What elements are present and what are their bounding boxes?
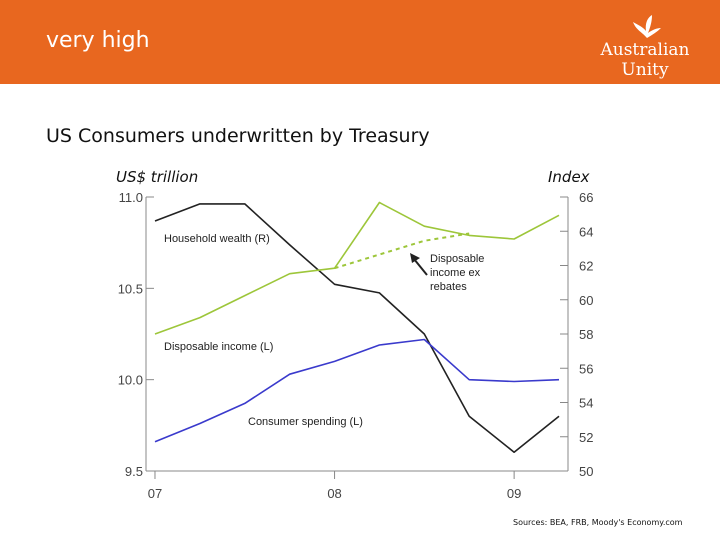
right-tick-label: 62 — [579, 259, 593, 274]
right-tick-label: 66 — [579, 190, 593, 205]
brand-logo: Australian Unity — [580, 14, 710, 80]
bird-icon — [633, 15, 661, 38]
logo-text: Australian Unity — [600, 40, 690, 80]
chart-axes: 11.0 10.5 10.0 9.5 66 64 62 60 58 56 54 52 50 07 08 09 — [118, 190, 594, 501]
left-tick-label: 10.5 — [118, 281, 143, 296]
right-axis-unit: Index — [548, 168, 590, 186]
x-tick-label: 08 — [327, 486, 341, 501]
annotation-arrow-head — [410, 253, 420, 263]
annotation-ex-rebates-line: Disposable — [430, 253, 484, 265]
series-line-consumer-spending-l — [154, 338, 560, 443]
annotation-disposable-income: Disposable income (L) — [164, 341, 273, 353]
left-tick-label: 11.0 — [119, 190, 143, 205]
left-tick-label: 9.5 — [125, 464, 143, 479]
right-tick-label: 54 — [579, 396, 593, 411]
chart-series — [154, 201, 560, 454]
sources-note: Sources: BEA, FRB, Moody's Economy.com — [513, 518, 683, 527]
right-tick-label: 64 — [579, 224, 593, 239]
annotation-ex-rebates-line: rebates — [430, 281, 467, 293]
chart-heading: US Consumers underwritten by Treasury — [46, 125, 430, 147]
right-tick-label: 56 — [579, 361, 593, 376]
right-tick-label: 50 — [579, 464, 593, 479]
left-axis-unit: US$ trillion — [116, 168, 199, 186]
header-banner — [0, 0, 720, 84]
slide-title: very high — [46, 28, 150, 53]
x-tick-label: 07 — [148, 486, 162, 501]
right-tick-label: 52 — [579, 430, 593, 445]
chart-annotations: Household wealth (R) Disposable income (L… — [164, 233, 484, 428]
series-line-household-wealth-r — [154, 203, 560, 454]
annotation-household-wealth: Household wealth (R) — [164, 233, 270, 245]
right-tick-label: 60 — [579, 293, 593, 308]
annotation-ex-rebates-line: income ex — [430, 267, 481, 279]
left-tick-label: 10.0 — [118, 373, 143, 388]
series-line-disposable-income-l — [154, 201, 560, 335]
annotation-arrow-shaft — [413, 258, 428, 276]
x-tick-label: 09 — [507, 486, 521, 501]
annotation-consumer-spending: Consumer spending (L) — [248, 416, 363, 428]
right-tick-label: 58 — [579, 327, 593, 342]
